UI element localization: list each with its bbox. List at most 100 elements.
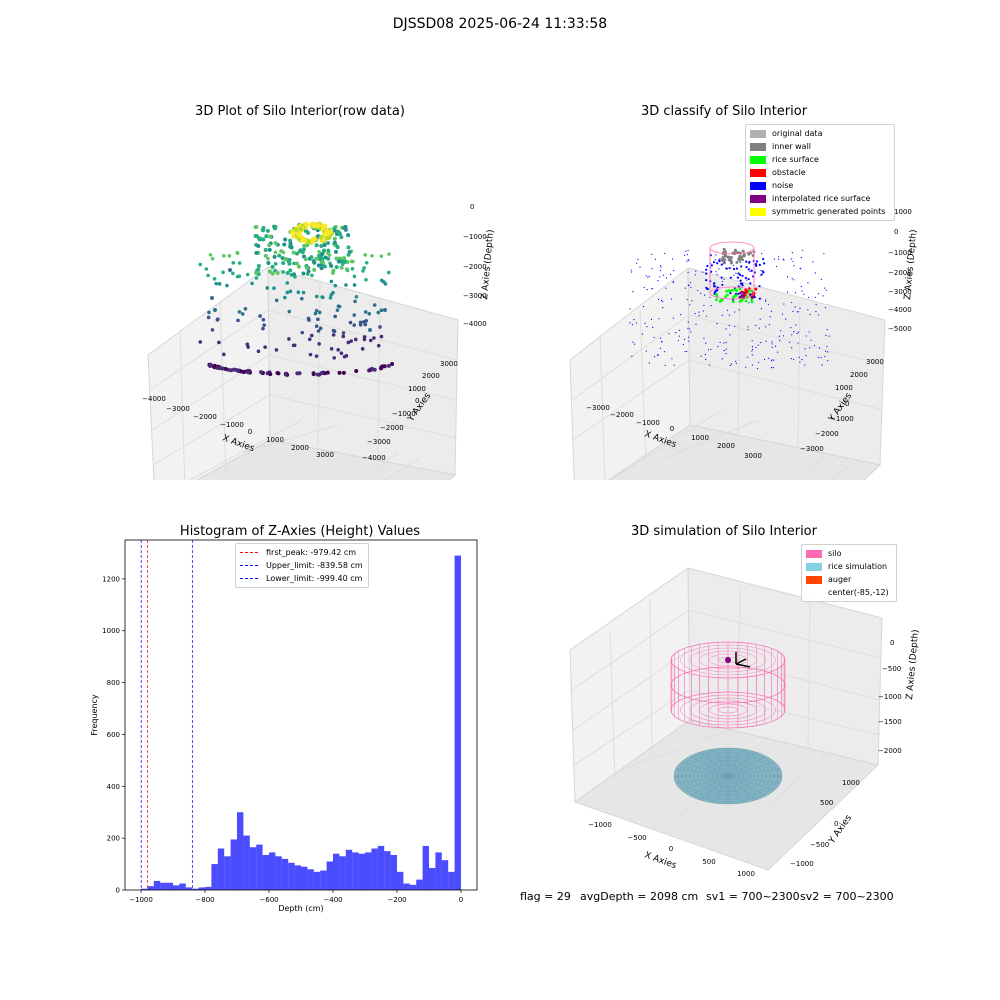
- legend-swatch: [806, 549, 822, 558]
- histogram-bar: [365, 852, 372, 890]
- scatter-point: [254, 250, 259, 255]
- scatter-point: [343, 227, 348, 232]
- inner-wall-point: [740, 255, 744, 259]
- noise-point: [713, 282, 716, 285]
- noise-point: [821, 364, 823, 366]
- scatter-point: [231, 261, 236, 265]
- noise-point: [705, 268, 708, 271]
- scatter-point: [245, 272, 250, 277]
- scatter-point: [297, 249, 302, 254]
- scatter-point: [318, 234, 324, 240]
- noise-point: [657, 298, 660, 300]
- scatter-point: [235, 274, 240, 279]
- scatter-point: [317, 342, 321, 346]
- noise-point: [805, 355, 807, 357]
- scatter-point: [334, 256, 339, 261]
- scatter-point: [295, 251, 300, 256]
- noise-point: [705, 358, 707, 360]
- scatter-point: [316, 223, 321, 229]
- scatter-point: [289, 245, 294, 250]
- noise-point: [714, 259, 716, 261]
- legend-swatch: [750, 207, 766, 216]
- noise-point: [799, 307, 801, 310]
- noise-point: [817, 293, 820, 295]
- scatter-point: [363, 253, 367, 257]
- noise-point: [760, 341, 762, 344]
- scatter-point: [317, 249, 321, 254]
- scatter-point: [217, 340, 221, 345]
- scatter-point: [275, 370, 280, 375]
- scatter-point: [282, 242, 287, 247]
- scatter-point: [362, 266, 366, 270]
- histogram-bar: [409, 884, 417, 890]
- noise-point: [758, 263, 761, 266]
- noise-point: [716, 262, 719, 265]
- scatter-point: [265, 228, 270, 233]
- noise-point: [792, 260, 794, 263]
- histogram-bar: [217, 848, 225, 890]
- scatter-point: [332, 356, 336, 360]
- histogram-chart[interactable]: −1000 −800 −600 −400 −200 0 0 200 400 600 800 1000…: [60, 530, 500, 920]
- scatter-point: [295, 371, 300, 376]
- y-tick-label: 200: [107, 835, 120, 843]
- noise-point: [703, 304, 705, 306]
- y-tick-label: 1000: [408, 385, 426, 393]
- y-tick-label: 600: [107, 731, 120, 739]
- noise-point: [794, 306, 796, 308]
- noise-point: [817, 314, 820, 316]
- histogram-bar: [205, 886, 212, 890]
- noise-point: [751, 364, 754, 366]
- inner-wall-point: [733, 248, 737, 252]
- scatter-point: [274, 298, 279, 303]
- noise-point: [725, 341, 727, 344]
- noise-point: [747, 328, 749, 331]
- noise-point: [801, 290, 803, 292]
- legend-item: inner wall: [750, 140, 890, 153]
- noise-point: [799, 267, 801, 269]
- scatter-point: [341, 334, 346, 339]
- z-tick-label: −1000: [888, 249, 912, 257]
- z-tick-label: −2000: [463, 263, 487, 271]
- noise-point: [791, 301, 793, 304]
- legend-item: Upper_limit: -839.58 cm: [240, 559, 364, 572]
- noise-point: [769, 316, 771, 318]
- scatter-point: [235, 250, 239, 255]
- simulation-3d-plot[interactable]: −1000 −500 0 500 1000 X Axies −1000 −500…: [500, 540, 1000, 890]
- rice-grid-line: [727, 768, 781, 777]
- noise-point: [658, 318, 660, 320]
- scatter-point: [379, 308, 384, 313]
- x-tick-label: −800: [195, 896, 214, 904]
- noise-point: [736, 276, 740, 279]
- scatter-point: [363, 322, 368, 327]
- scatter-point: [379, 254, 384, 259]
- scatter-point: [288, 268, 293, 273]
- scatter-point: [320, 256, 325, 261]
- noise-point: [755, 264, 758, 268]
- noise-point: [735, 360, 737, 362]
- noise-point: [703, 337, 705, 339]
- noise-point: [771, 359, 773, 361]
- y-tick-label: 1000: [102, 627, 120, 635]
- classify-y-ticks: −3000 −2000 −1000 0 1000 2000 3000: [800, 358, 884, 453]
- raw-3d-plot[interactable]: −4000 −3000 −2000 −1000 0 1000 2000 3000…: [0, 120, 500, 480]
- inner-wall-point: [742, 254, 746, 258]
- noise-point: [648, 362, 650, 364]
- legend-item: first_peak: -979.42 cm: [240, 546, 364, 559]
- scatter-point: [285, 290, 290, 295]
- inner-wall-point: [721, 256, 725, 260]
- noise-point: [710, 304, 712, 307]
- scatter-point: [337, 259, 342, 264]
- noise-point: [721, 314, 723, 316]
- y-tick-label: −2000: [815, 430, 839, 438]
- noise-point: [662, 307, 664, 309]
- classify-3d-plot[interactable]: −3000 −2000 −1000 0 1000 2000 3000 X Axi…: [500, 120, 1000, 480]
- scatter-point: [297, 233, 303, 239]
- noise-point: [793, 331, 795, 333]
- noise-point: [809, 347, 811, 349]
- noise-point: [641, 333, 644, 335]
- histogram-bar: [320, 870, 327, 890]
- noise-point: [745, 366, 747, 368]
- scatter-point: [322, 264, 327, 269]
- noise-point: [705, 279, 708, 282]
- noise-point: [808, 296, 810, 299]
